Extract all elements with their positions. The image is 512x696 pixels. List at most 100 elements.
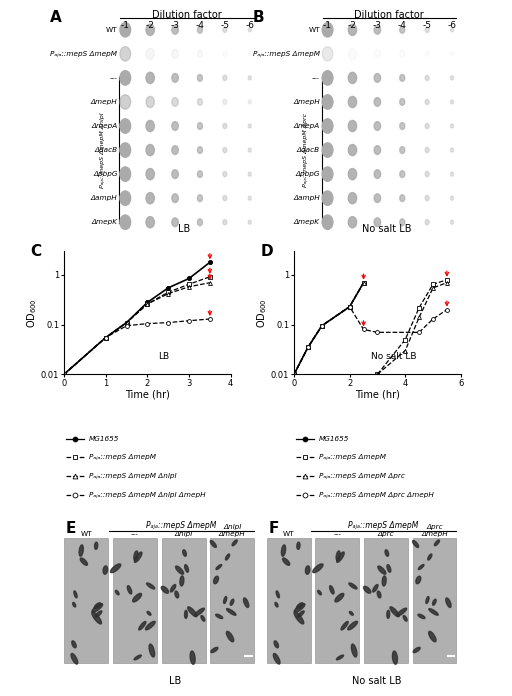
Ellipse shape <box>216 614 223 619</box>
Text: C: C <box>31 244 42 259</box>
Ellipse shape <box>322 95 333 109</box>
Text: WT: WT <box>106 27 117 33</box>
Ellipse shape <box>428 554 432 560</box>
Ellipse shape <box>374 145 380 155</box>
Text: WT: WT <box>308 27 320 33</box>
Ellipse shape <box>180 576 184 586</box>
Ellipse shape <box>433 599 436 606</box>
Ellipse shape <box>223 123 227 129</box>
Text: ΔmepH: ΔmepH <box>91 99 117 105</box>
Ellipse shape <box>225 554 229 560</box>
Ellipse shape <box>349 583 357 589</box>
Ellipse shape <box>139 622 146 630</box>
Ellipse shape <box>335 594 344 602</box>
Ellipse shape <box>274 641 279 648</box>
Ellipse shape <box>198 74 203 81</box>
Ellipse shape <box>425 196 429 201</box>
Ellipse shape <box>378 566 386 574</box>
Ellipse shape <box>172 97 178 106</box>
Text: No salt LB: No salt LB <box>371 351 417 361</box>
Ellipse shape <box>322 143 333 157</box>
Ellipse shape <box>223 75 227 81</box>
Ellipse shape <box>377 591 381 598</box>
Ellipse shape <box>120 119 131 133</box>
Text: ΔnlpI: ΔnlpI <box>175 531 193 537</box>
X-axis label: Time (hr): Time (hr) <box>355 390 400 400</box>
Text: Dilution factor: Dilution factor <box>354 10 424 20</box>
Ellipse shape <box>248 172 251 176</box>
Text: Pₐⱼₐ::mepS ΔmepM ΔnlpI: Pₐⱼₐ::mepS ΔmepM ΔnlpI <box>100 112 105 188</box>
Ellipse shape <box>385 550 389 556</box>
Ellipse shape <box>172 49 178 58</box>
Ellipse shape <box>306 566 310 574</box>
Ellipse shape <box>400 219 405 226</box>
Y-axis label: OD$_{600}$: OD$_{600}$ <box>255 298 269 328</box>
Ellipse shape <box>210 541 217 548</box>
Text: B: B <box>253 10 264 26</box>
Ellipse shape <box>322 47 333 61</box>
Ellipse shape <box>451 196 454 200</box>
Ellipse shape <box>120 71 131 85</box>
Text: Pₐⱼₐ::mepS ΔmepM ΔnlpI: Pₐⱼₐ::mepS ΔmepM ΔnlpI <box>89 473 177 479</box>
Ellipse shape <box>146 120 154 132</box>
Text: ΔdacB: ΔdacB <box>94 147 117 153</box>
Ellipse shape <box>115 590 119 595</box>
Ellipse shape <box>71 654 78 664</box>
Text: -1: -1 <box>121 21 130 30</box>
Ellipse shape <box>400 122 405 129</box>
Ellipse shape <box>400 195 405 202</box>
Ellipse shape <box>322 119 333 133</box>
Ellipse shape <box>275 603 278 607</box>
Ellipse shape <box>451 220 454 224</box>
Ellipse shape <box>348 168 357 180</box>
Ellipse shape <box>330 585 334 594</box>
Text: ΔmepA: ΔmepA <box>91 123 117 129</box>
Ellipse shape <box>348 622 357 630</box>
Ellipse shape <box>145 622 155 630</box>
Ellipse shape <box>348 193 357 204</box>
Ellipse shape <box>322 167 333 182</box>
Ellipse shape <box>451 76 454 80</box>
Text: Pₐⱼₐ::mepS ΔmepM ΔnlpI ΔmepH: Pₐⱼₐ::mepS ΔmepM ΔnlpI ΔmepH <box>89 492 206 498</box>
Ellipse shape <box>224 596 227 603</box>
Ellipse shape <box>146 48 154 59</box>
Text: Δprc: Δprc <box>378 531 394 537</box>
Ellipse shape <box>133 594 141 602</box>
Ellipse shape <box>134 655 141 660</box>
Ellipse shape <box>425 171 429 177</box>
Ellipse shape <box>336 655 344 660</box>
Ellipse shape <box>451 100 454 104</box>
Ellipse shape <box>120 95 131 109</box>
Ellipse shape <box>146 96 154 108</box>
Text: E: E <box>66 521 76 536</box>
Text: Pₐⱼₐ::mepS ΔmepM: Pₐⱼₐ::mepS ΔmepM <box>253 51 320 57</box>
Ellipse shape <box>176 566 184 574</box>
Ellipse shape <box>72 641 76 648</box>
Ellipse shape <box>434 540 439 546</box>
Ellipse shape <box>211 647 218 653</box>
Ellipse shape <box>318 590 322 595</box>
Ellipse shape <box>172 193 178 203</box>
Ellipse shape <box>230 599 234 606</box>
Ellipse shape <box>425 75 429 81</box>
Ellipse shape <box>74 591 77 598</box>
Text: A: A <box>50 10 62 26</box>
Text: Pₐⱼₐ::mepS ΔmepM Δprc: Pₐⱼₐ::mepS ΔmepM Δprc <box>303 113 308 187</box>
Text: -1: -1 <box>323 21 332 30</box>
Ellipse shape <box>172 26 178 34</box>
Text: ΔnlpI
ΔmepH: ΔnlpI ΔmepH <box>219 524 246 537</box>
Ellipse shape <box>198 99 203 105</box>
Ellipse shape <box>351 644 357 657</box>
Ellipse shape <box>172 218 178 227</box>
Text: Pₐⱼₐ::mepS ΔmepM Δprc: Pₐⱼₐ::mepS ΔmepM Δprc <box>319 473 405 479</box>
Text: LB: LB <box>169 676 181 686</box>
Ellipse shape <box>426 596 429 603</box>
Ellipse shape <box>337 552 344 562</box>
Ellipse shape <box>161 586 168 593</box>
Bar <box>267 539 311 663</box>
Text: ΔdacB: ΔdacB <box>296 147 320 153</box>
Ellipse shape <box>149 644 155 657</box>
Ellipse shape <box>223 171 227 177</box>
Ellipse shape <box>429 608 438 615</box>
Text: ΔampH: ΔampH <box>293 195 320 201</box>
